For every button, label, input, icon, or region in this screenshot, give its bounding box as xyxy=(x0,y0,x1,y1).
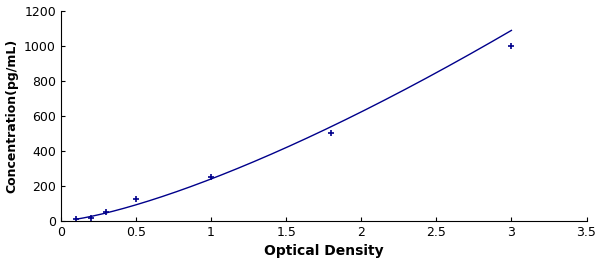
Y-axis label: Concentration(pg/mL): Concentration(pg/mL) xyxy=(5,39,19,193)
X-axis label: Optical Density: Optical Density xyxy=(264,244,383,258)
